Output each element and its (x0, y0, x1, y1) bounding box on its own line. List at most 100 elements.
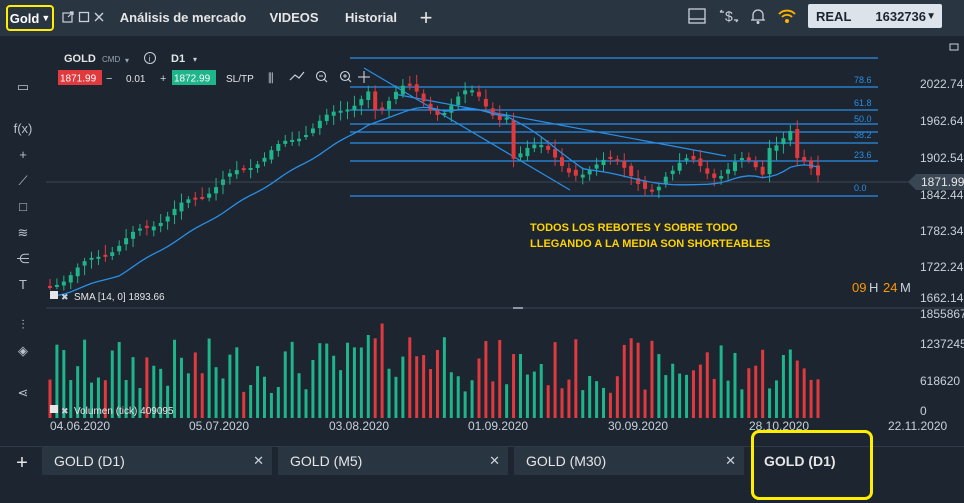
volume-bar (269, 392, 273, 418)
share-icon[interactable]: ⋖ (17, 385, 29, 400)
volume-bar (657, 354, 661, 418)
chart-tab-4[interactable]: GOLD (D1) (752, 447, 870, 475)
indicators-icon[interactable]: ⫶ (21, 317, 25, 332)
volume-bar (788, 349, 792, 418)
candle-body (649, 189, 654, 192)
candle-body (739, 158, 744, 161)
volume-bar (359, 347, 363, 418)
chart-tab-3[interactable]: GOLD (M30) ✕ (514, 447, 744, 475)
layout-icon[interactable] (688, 8, 706, 24)
volume-bar (636, 342, 640, 418)
date-tick-label: 03.08.2020 (329, 419, 389, 433)
text-tool-icon[interactable]: T (19, 277, 27, 292)
candle-body (532, 144, 537, 149)
annotation-line-1[interactable]: TODOS LOS REBOTES Y SOBRE TODO (530, 222, 738, 234)
candle-body (511, 120, 516, 159)
candle-body (117, 245, 122, 252)
candle-body (525, 147, 530, 157)
price-chart[interactable]: GOLD CMD ▾ i D1 ▾ 1871.99 − 0.01 + 1872.… (46, 36, 964, 446)
trend-line[interactable] (393, 93, 727, 157)
crosshair-icon[interactable]: + (19, 147, 27, 162)
volume-bar (242, 391, 246, 418)
candle-body (387, 100, 392, 110)
candle-body (400, 85, 405, 95)
trend-line-icon[interactable]: ⟋ (18, 173, 28, 188)
volume-bar (671, 363, 675, 418)
bid-price: 1871.99 (60, 74, 97, 85)
trend-lines[interactable] (363, 67, 727, 191)
timeframe-selector[interactable] (164, 50, 204, 66)
asset-selector[interactable]: Gold ▼ (6, 5, 54, 31)
function-icon[interactable]: f(x) (13, 121, 33, 136)
buy-button[interactable] (172, 70, 216, 85)
panel-menu-icon[interactable] (949, 43, 959, 51)
annotation-line-2[interactable]: LLEGANDO A LA MEDIA SON SHORTEABLES (530, 238, 770, 250)
volume-bar (90, 382, 94, 418)
chevron-down-icon[interactable]: ▾ (125, 56, 129, 65)
volume-bar (145, 357, 149, 418)
volume-bar (664, 375, 668, 418)
candle-body (580, 174, 585, 178)
candle-body (393, 91, 398, 100)
fibonacci-retracement[interactable]: 78.6 61.8 50.0 38.2 23.6 0.0 (350, 57, 878, 197)
close-icon[interactable] (93, 11, 105, 23)
close-icon[interactable]: ✖ (61, 406, 69, 416)
rectangle-icon[interactable]: □ (19, 199, 27, 214)
chevron-down-icon[interactable]: ▾ (193, 55, 197, 64)
move-icon[interactable] (358, 71, 370, 83)
candle-body (553, 149, 558, 158)
close-icon[interactable]: ✕ (489, 453, 500, 468)
volume-visibility-toggle[interactable] (50, 405, 58, 413)
chart-area[interactable]: GOLD CMD ▾ i D1 ▾ 1871.99 − 0.01 + 1872.… (46, 36, 964, 446)
candle-body (248, 167, 253, 170)
lot-increase-button[interactable]: + (160, 73, 166, 85)
candle-body (643, 181, 648, 189)
chart-type-icon[interactable]: ▭ (16, 79, 30, 94)
zoom-out-icon[interactable] (315, 70, 328, 83)
tab-videos[interactable]: VIDEOS (269, 10, 319, 25)
pitchfork-icon[interactable]: ⋲ (16, 251, 30, 266)
candle-body (207, 193, 212, 198)
add-chart-tab-button[interactable]: + (16, 452, 28, 474)
sltp-button[interactable]: SL/TP (226, 74, 254, 85)
account-selector[interactable]: REAL 1632736 ▼ (808, 4, 942, 28)
close-icon[interactable]: ✖ (61, 292, 69, 302)
add-tab-button[interactable]: + (419, 5, 433, 30)
lot-decrease-button[interactable]: − (106, 73, 112, 85)
chart-tab-2[interactable]: GOLD (M5) ✕ (278, 447, 508, 475)
price-tick-label: 1782.34 (920, 224, 964, 238)
volume-bar (193, 352, 197, 418)
volume-bar (456, 376, 460, 418)
bell-icon[interactable] (750, 7, 766, 25)
candles-icon[interactable]: ⫼ (268, 71, 274, 85)
line-chart-icon[interactable] (289, 71, 305, 81)
candle-body (172, 208, 177, 216)
candle-body (760, 166, 765, 175)
layers-icon[interactable]: ◈ (18, 343, 28, 358)
date-axis: 04.06.2020 05.07.2020 03.08.2020 01.09.2020… (50, 419, 947, 433)
zoom-in-icon[interactable] (339, 70, 352, 83)
chart-tab-1[interactable]: GOLD (D1) ✕ (42, 447, 272, 475)
sma-visibility-toggle[interactable] (50, 291, 58, 299)
candle-body (352, 105, 357, 110)
sell-button[interactable] (58, 70, 102, 85)
candle-body (380, 107, 385, 110)
tab-history[interactable]: Historial (344, 10, 397, 25)
maximize-icon[interactable] (78, 11, 90, 23)
popout-icon[interactable] (62, 11, 74, 23)
fibonacci-icon[interactable]: ≋ (17, 225, 29, 240)
volume-bar (768, 388, 772, 418)
close-icon[interactable]: ✕ (253, 453, 264, 468)
timeframe-label: D1 (171, 53, 185, 65)
lot-size[interactable]: 0.01 (126, 74, 146, 85)
info-icon[interactable] (144, 52, 156, 64)
trend-line[interactable] (363, 67, 571, 191)
close-icon[interactable]: ✕ (725, 453, 736, 468)
currency-exchange-icon[interactable]: $ (718, 7, 740, 25)
tab-market-analysis[interactable]: Análisis de mercado (119, 10, 247, 25)
countdown-m-unit: M (900, 280, 911, 295)
candle-body (131, 231, 136, 239)
volume-bar (124, 380, 128, 418)
candle-body (151, 226, 156, 231)
candle-body (732, 161, 737, 172)
